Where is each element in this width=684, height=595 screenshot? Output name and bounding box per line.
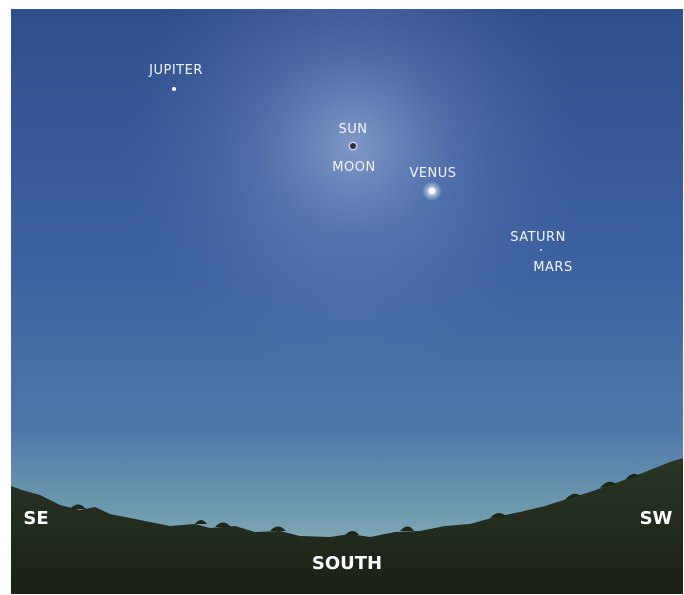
direction-label: SW: [640, 508, 673, 529]
direction-label: SE: [23, 508, 48, 529]
venus-marker: [429, 188, 436, 195]
scene: [11, 9, 683, 594]
sky-view: JUPITER SUN MOON VENUS SATURN MARS SE SO…: [0, 0, 684, 595]
sun-marker: [350, 143, 356, 149]
saturn-mars-marker: [540, 249, 542, 251]
object-label: JUPITER: [148, 63, 203, 78]
object-label: MOON: [332, 160, 375, 175]
object-label: SATURN: [510, 230, 566, 245]
object-label: MARS: [533, 260, 572, 275]
direction-label: SOUTH: [312, 553, 382, 574]
object-label: VENUS: [409, 166, 456, 181]
object-label: SUN: [339, 122, 368, 137]
jupiter-marker: [172, 87, 176, 91]
